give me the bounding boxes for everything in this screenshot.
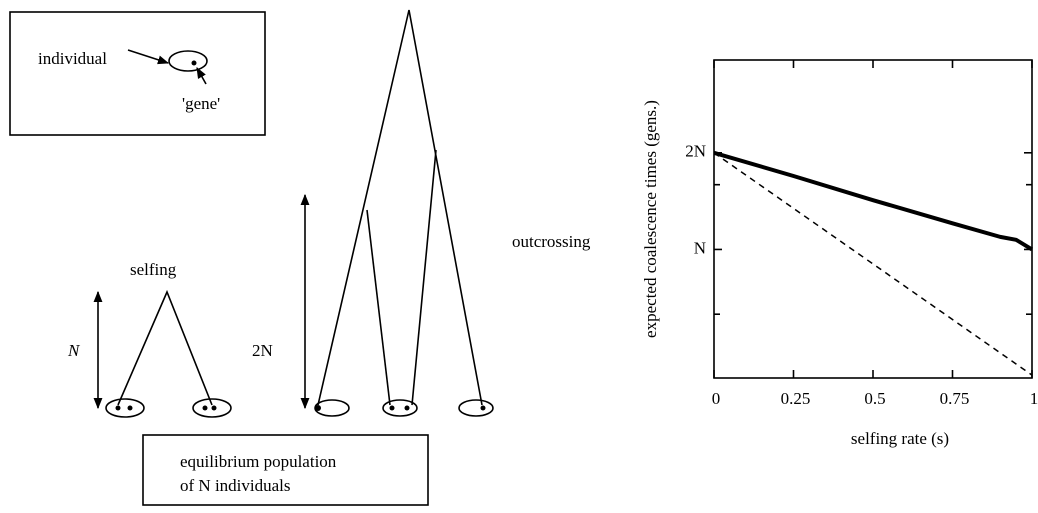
height-label: 2N [252, 341, 273, 360]
height-label: N [67, 341, 81, 360]
gene-icon [211, 405, 217, 411]
individual-icon [105, 398, 145, 418]
gene-icon [127, 405, 133, 411]
tree [117, 289, 213, 406]
population-text: of N individuals [180, 476, 291, 495]
gene-icon [191, 60, 197, 66]
arrow [196, 67, 207, 85]
tree [366, 209, 391, 406]
x-axis-label: selfing rate (s) [851, 429, 949, 448]
tree [411, 149, 437, 406]
x-tick-label: 1 [1030, 389, 1038, 408]
arrow [127, 49, 170, 65]
individual-icon [192, 398, 232, 418]
plot-frame [713, 59, 1033, 379]
tree [317, 9, 483, 406]
selfing-label: selfing [130, 260, 177, 279]
line-series [713, 152, 1033, 376]
outcrossing-label: outcrossing [512, 232, 591, 251]
gene-label: 'gene' [182, 94, 220, 113]
chart: selfing rate (s) expected coalescence ti… [641, 59, 1038, 448]
gene-icon [480, 405, 486, 411]
x-tick-label: 0.75 [940, 389, 970, 408]
y-tick-label: N [694, 238, 706, 257]
individual-icon [168, 50, 208, 72]
population-text: equilibrium population [180, 452, 337, 471]
line-series [713, 150, 1034, 252]
gene-icon [115, 405, 121, 411]
gene-icon [404, 405, 410, 411]
x-tick-label: 0.5 [864, 389, 885, 408]
population-box [142, 434, 429, 506]
individual-icon [458, 399, 494, 417]
individual-icon [382, 399, 418, 417]
x-tick-label: 0 [712, 389, 721, 408]
y-tick-label: 2N [685, 142, 706, 161]
x-tick-label: 0.25 [781, 389, 811, 408]
gene-icon [389, 405, 395, 411]
gene-icon [202, 405, 208, 411]
y-axis-label: expected coalescence times (gens.) [641, 100, 660, 338]
individual-label: individual [38, 49, 107, 68]
gene-icon [315, 405, 321, 411]
legend-box [9, 11, 266, 136]
